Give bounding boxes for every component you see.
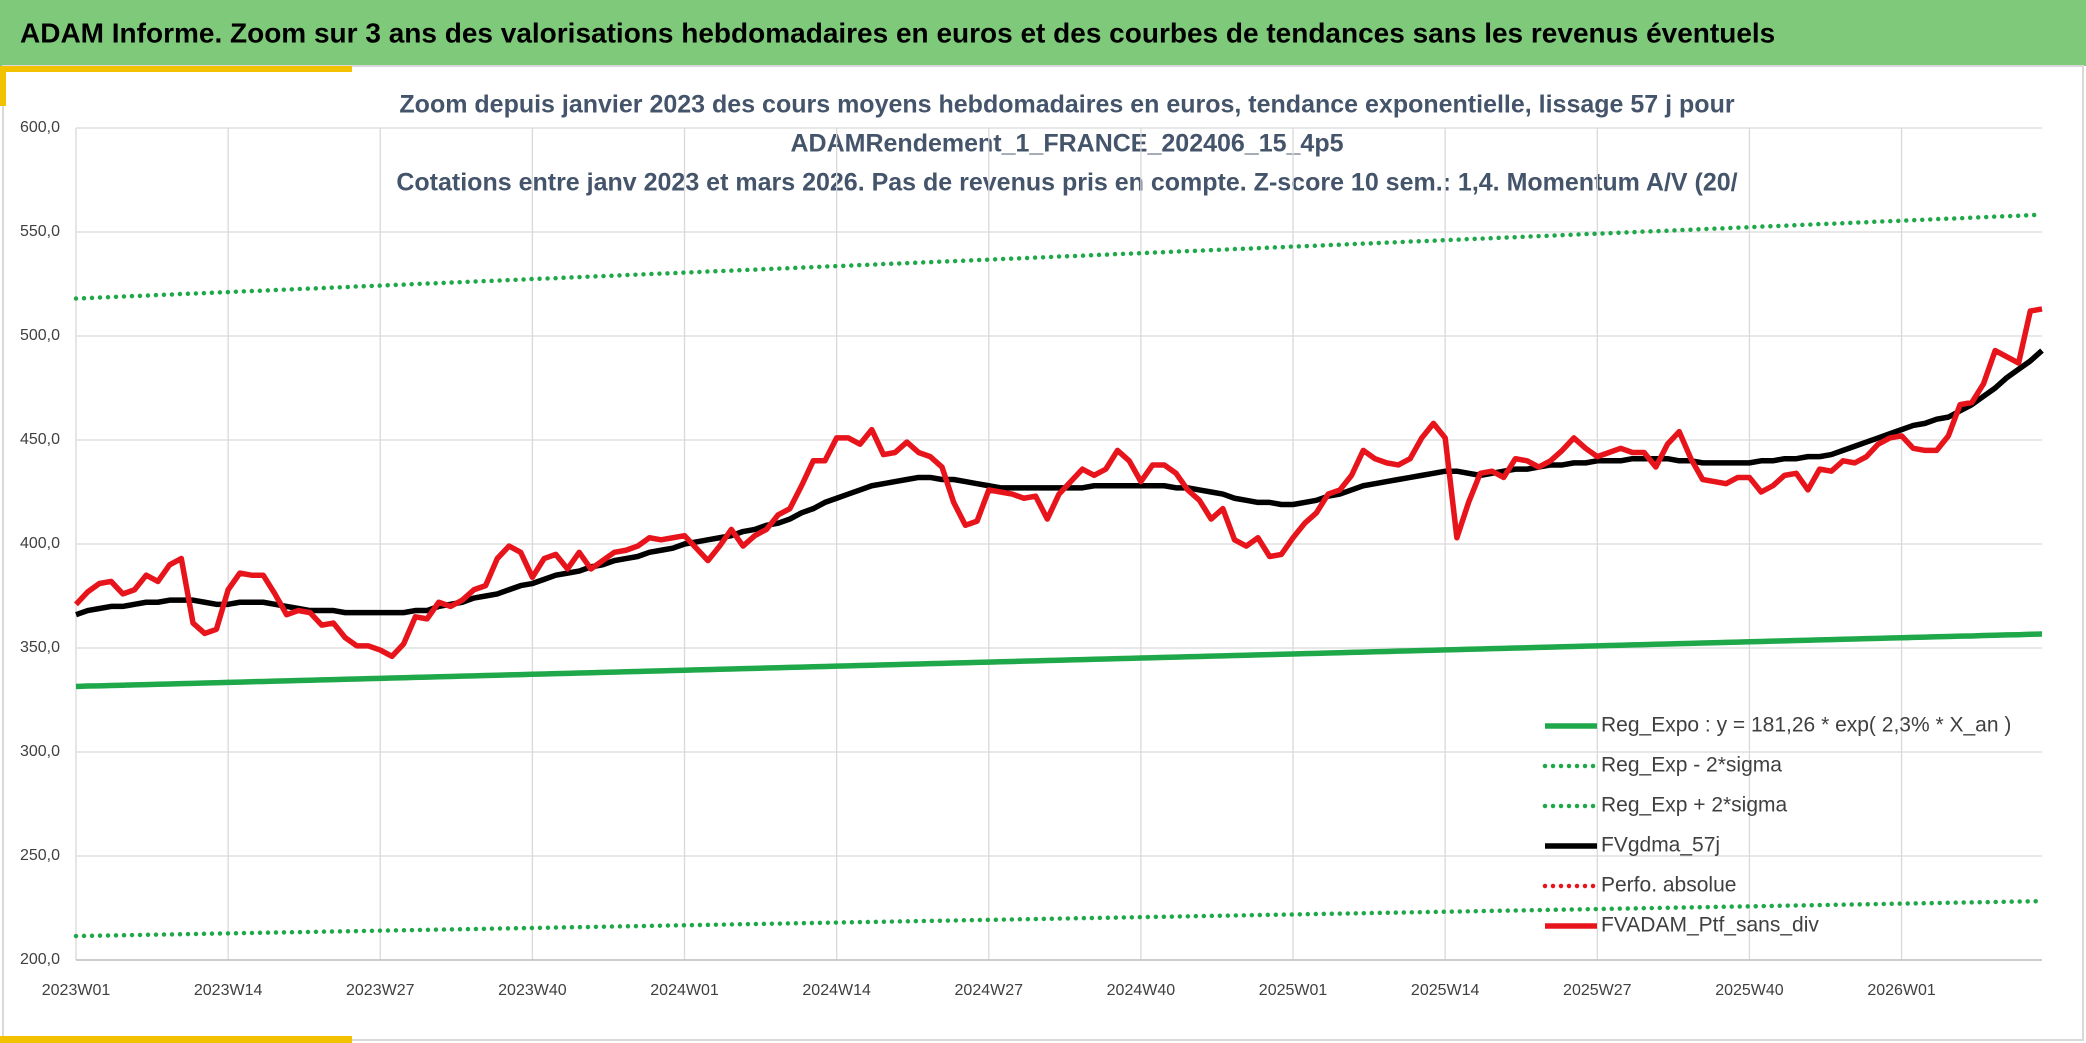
- series-line: [73, 212, 2045, 301]
- y-tick-label: 350,0: [20, 639, 60, 656]
- chart-title: ADAMRendement_1_FRANCE_202406_15_4p5: [790, 130, 1343, 158]
- y-tick-label: 250,0: [20, 847, 60, 864]
- x-tick-label: 2025W27: [1563, 982, 1632, 999]
- series-line: [73, 898, 2045, 939]
- y-tick-label: 500,0: [20, 327, 60, 344]
- accent: [0, 66, 6, 106]
- legend-label: Reg_Exp - 2*sigma: [1601, 754, 1782, 777]
- frame: [2, 65, 2084, 1041]
- chart-title: Cotations entre janv 2023 et mars 2026. …: [396, 169, 1737, 197]
- series-line: [75, 631, 2043, 690]
- x-tick-label: 2023W27: [346, 982, 415, 999]
- x-tick-label: 2024W27: [955, 982, 1024, 999]
- x-tick-label: 2024W01: [650, 982, 719, 999]
- x-tick-label: 2024W40: [1107, 982, 1176, 999]
- series-line: [75, 348, 2044, 618]
- x-tick-label: 2026W01: [1867, 982, 1936, 999]
- accent: [0, 66, 352, 72]
- legend-label: Perfo. absolue: [1601, 874, 1736, 897]
- y-tick-label: 300,0: [20, 743, 60, 760]
- chart-title: Zoom depuis janvier 2023 des cours moyen…: [399, 91, 1734, 119]
- header-title: ADAM Informe. Zoom sur 3 ans des valoris…: [20, 17, 1775, 48]
- y-tick-label: 550,0: [20, 223, 60, 240]
- y-tick-label: 450,0: [20, 431, 60, 448]
- x-tick-label: 2025W01: [1259, 982, 1328, 999]
- series-line: [73, 306, 2043, 660]
- x-tick-label: 2024W14: [802, 982, 871, 999]
- x-tick-label: 2025W14: [1411, 982, 1480, 999]
- accent: [0, 1036, 352, 1043]
- header-bar: [0, 0, 2086, 66]
- legend-label: FVgdma_57j: [1601, 834, 1720, 857]
- x-tick-label: 2023W40: [498, 982, 567, 999]
- legend-label: FVADAM_Ptf_sans_div: [1601, 914, 1819, 937]
- x-tick-label: 2025W40: [1715, 982, 1784, 999]
- y-tick-label: 200,0: [20, 951, 60, 968]
- legend-label: Reg_Exp + 2*sigma: [1601, 794, 1788, 817]
- y-tick-label: 600,0: [20, 119, 60, 136]
- x-tick-label: 2023W01: [42, 982, 111, 999]
- x-tick-label: 2023W14: [194, 982, 263, 999]
- y-tick-label: 400,0: [20, 535, 60, 552]
- legend-label: Reg_Expo : y = 181,26 * exp( 2,3% * X_an…: [1601, 714, 2011, 737]
